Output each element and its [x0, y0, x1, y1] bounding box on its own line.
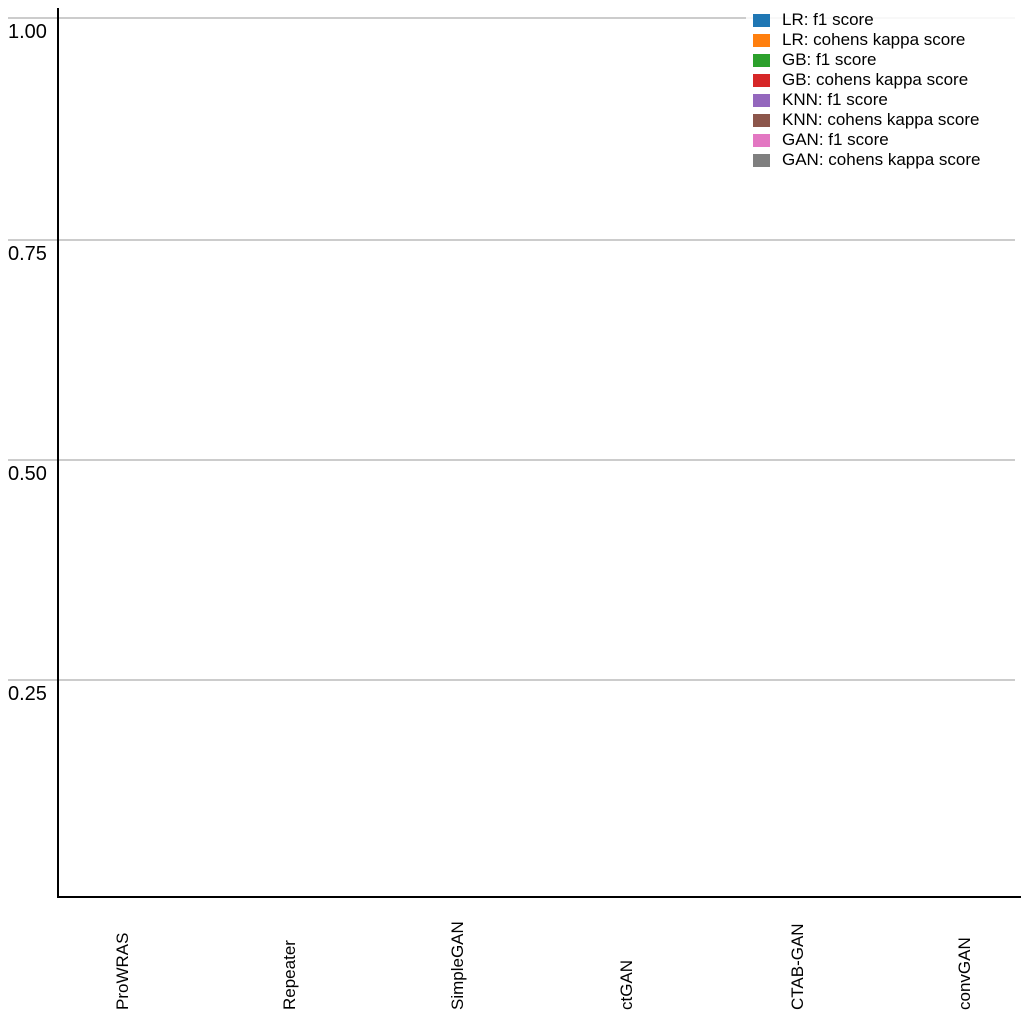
- legend-label: LR: f1 score: [782, 10, 874, 29]
- legend-color-swatch-icon: [753, 133, 770, 147]
- y-tick-label: 0.50: [8, 463, 47, 485]
- legend-item: GB: cohens kappa score: [753, 70, 1024, 90]
- legend-item: GAN: f1 score: [753, 130, 1024, 150]
- legend-color-swatch-icon: [753, 113, 770, 127]
- gridline-0.75: [8, 239, 1015, 241]
- x-axis-line: [57, 896, 1021, 898]
- gridline-0.50: [8, 459, 1015, 461]
- y-axis-line: [57, 8, 59, 898]
- legend-label: KNN: cohens kappa score: [782, 110, 980, 129]
- legend-color-swatch-icon: [753, 93, 770, 107]
- y-tick-label: 0.25: [8, 683, 47, 705]
- legend-label: GAN: cohens kappa score: [782, 150, 981, 169]
- legend-label: KNN: f1 score: [782, 90, 888, 109]
- legend-color-swatch-icon: [753, 73, 770, 87]
- legend-color-swatch-icon: [753, 33, 770, 47]
- legend-label: GAN: f1 score: [782, 130, 889, 149]
- legend: LR: f1 score LR: cohens kappa score GB: …: [746, 8, 1024, 172]
- legend-color-swatch-icon: [753, 153, 770, 167]
- legend-item: LR: cohens kappa score: [753, 30, 1024, 50]
- y-tick-label: 1.00: [8, 21, 47, 43]
- legend-label: GB: f1 score: [782, 50, 877, 69]
- gridline-1.00: [8, 17, 1015, 19]
- legend-label: LR: cohens kappa score: [782, 30, 966, 49]
- legend-label: GB: cohens kappa score: [782, 70, 969, 89]
- legend-item: KNN: f1 score: [753, 90, 1024, 110]
- gridline-0.25: [8, 679, 1015, 681]
- legend-item: GB: f1 score: [753, 50, 1024, 70]
- legend-item: KNN: cohens kappa score: [753, 110, 1024, 130]
- legend-item: GAN: cohens kappa score: [753, 150, 1024, 170]
- legend-item: LR: f1 score: [753, 10, 1024, 30]
- legend-color-swatch-icon: [753, 53, 770, 67]
- y-tick-label: 0.75: [8, 243, 47, 265]
- legend-color-swatch-icon: [753, 13, 770, 27]
